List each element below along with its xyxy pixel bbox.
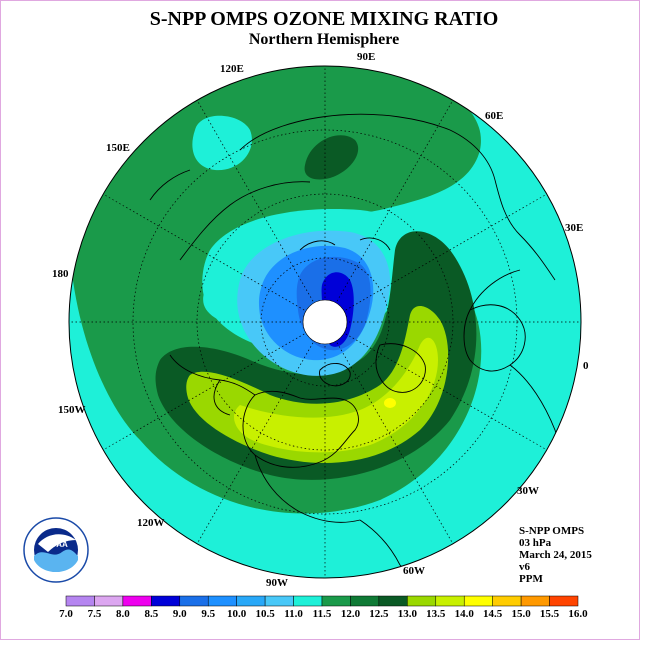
colorbar-tick-label: 15.0 — [511, 608, 531, 620]
colorbar-segment — [350, 595, 380, 607]
colorbar-segment — [321, 595, 351, 607]
colorbar-segment — [264, 595, 294, 607]
colorbar-segment — [122, 595, 152, 607]
lon-label-150e: 150E — [106, 142, 130, 154]
colorbar-tick-label: 11.0 — [284, 608, 303, 620]
colorbar-tick-label: 12.0 — [340, 608, 361, 620]
colorbar-tick-label: 10.5 — [255, 608, 275, 620]
colorbar-tick-label: 10.0 — [227, 608, 247, 620]
info-version: v6 — [519, 561, 530, 573]
colorbar-segment — [549, 595, 579, 607]
colorbar-tick-label: 13.0 — [397, 608, 417, 620]
colorbar-segment — [151, 595, 181, 607]
polar-no-data-cap — [302, 299, 348, 345]
ozone-island-cyan — [192, 115, 252, 171]
colorbar-tick-label: 9.5 — [201, 608, 216, 620]
colorbar-segment — [463, 595, 493, 607]
ozone-band-yellow — [233, 337, 438, 453]
ozone-band-darkgreen-top — [304, 135, 359, 180]
lon-label-60e: 60E — [485, 110, 504, 122]
colorbar-segment — [293, 595, 323, 607]
lon-label-180: 180 — [52, 268, 69, 280]
lon-label-0: 0 — [583, 360, 589, 372]
lon-label-150w: 150W — [58, 404, 86, 416]
colorbar — [65, 595, 579, 607]
colorbar-segment — [435, 595, 465, 607]
colorbar-tick-label: 16.0 — [568, 608, 588, 620]
map-subtitle: Northern Hemisphere — [248, 31, 400, 48]
colorbar-segment — [94, 595, 124, 607]
lon-label-120e: 120E — [220, 63, 244, 75]
colorbar-segment — [236, 595, 266, 607]
colorbar-tick-label: 8.0 — [116, 608, 130, 620]
info-date: March 24, 2015 — [519, 549, 592, 561]
colorbar-segment — [65, 595, 95, 607]
colorbar-tick-label: 7.0 — [59, 608, 73, 620]
colorbar-segment — [179, 595, 209, 607]
colorbar-segment — [378, 595, 408, 607]
colorbar-segment — [207, 595, 237, 607]
info-instrument: S-NPP OMPS — [519, 525, 585, 537]
colorbar-tick-label: 11.5 — [312, 608, 332, 620]
colorbar-tick-label: 14.5 — [483, 608, 503, 620]
colorbar-tick-label: 7.5 — [87, 608, 102, 620]
colorbar-tick-label: 12.5 — [369, 608, 389, 620]
colorbar-segment — [407, 595, 437, 607]
colorbar-tick-label: 15.5 — [539, 608, 560, 620]
lon-label-120w: 120W — [137, 517, 165, 529]
info-level: 03 hPa — [519, 537, 552, 549]
hemisphere-outline — [68, 65, 582, 579]
lon-label-90w: 90W — [266, 577, 288, 589]
lon-label-30e: 30E — [565, 222, 584, 234]
lon-label-60w: 60W — [403, 565, 425, 577]
colorbar-tick-label: 14.0 — [454, 608, 474, 620]
colorbar-tick-label: 13.5 — [426, 608, 446, 620]
meridians — [69, 66, 581, 578]
noaa-logo-text: NOAA — [44, 540, 68, 549]
info-units: PPM — [519, 573, 543, 585]
colorbar-tick-label: 9.0 — [172, 608, 187, 620]
colorbar-tick-label: 8.5 — [144, 608, 159, 620]
colorbar-segment — [520, 595, 550, 607]
ozone-max-spot — [384, 398, 396, 408]
info-block: S-NPP OMPS 03 hPa March 24, 2015 v6 PPM — [519, 525, 592, 585]
lon-label-90e: 90E — [357, 51, 376, 63]
lon-label-30w: 30W — [517, 485, 539, 497]
map-title: S-NPP OMPS OZONE MIXING RATIO — [149, 8, 499, 30]
colorbar-segment — [492, 595, 522, 607]
noaa-logo: NOAA — [23, 517, 89, 583]
figure-frame — [0, 0, 640, 640]
